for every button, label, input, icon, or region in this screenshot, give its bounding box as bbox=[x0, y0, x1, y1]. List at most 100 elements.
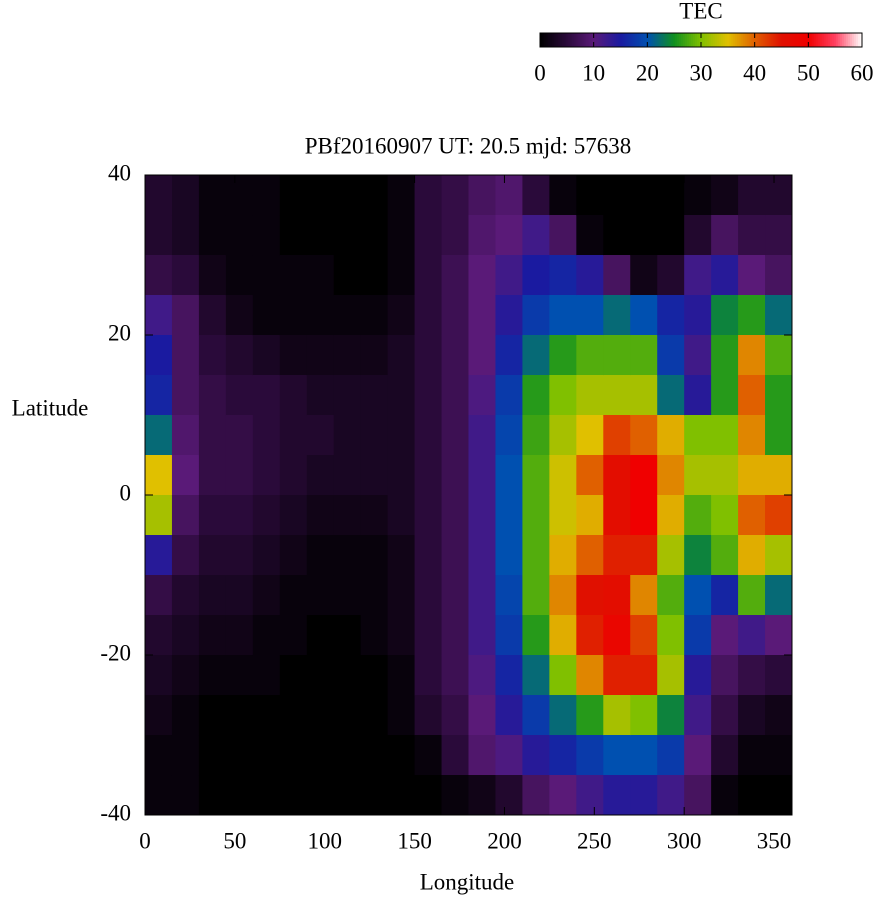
heat-cell bbox=[225, 255, 254, 296]
heat-cell bbox=[333, 655, 362, 696]
heat-cell bbox=[657, 175, 685, 216]
colorbar-segment bbox=[622, 33, 626, 47]
heat-cell bbox=[684, 215, 712, 256]
heat-cell bbox=[333, 535, 362, 576]
heat-cell bbox=[549, 495, 577, 536]
heat-cell bbox=[145, 375, 173, 416]
heat-cell bbox=[387, 335, 416, 376]
colorbar-segment bbox=[739, 33, 742, 47]
heat-cell bbox=[145, 495, 173, 536]
heat-cell bbox=[684, 735, 712, 776]
heat-cell bbox=[145, 335, 173, 376]
y-tick-label: 20 bbox=[108, 320, 131, 345]
heat-cell bbox=[657, 615, 685, 656]
heat-cell bbox=[414, 295, 443, 336]
heat-cell bbox=[495, 215, 523, 256]
heat-cell bbox=[171, 175, 200, 216]
colorbar-segment bbox=[628, 33, 632, 47]
colorbar-segment bbox=[797, 33, 801, 47]
heat-cell bbox=[333, 775, 362, 816]
colorbar-segment bbox=[564, 33, 567, 47]
heat-cell bbox=[441, 575, 469, 616]
heat-cell bbox=[441, 695, 469, 736]
heat-cell bbox=[414, 655, 443, 696]
heat-cell bbox=[495, 695, 523, 736]
heat-cell bbox=[414, 455, 443, 496]
colorbar-segment bbox=[640, 33, 644, 47]
heat-cell bbox=[738, 335, 766, 376]
heat-cell bbox=[630, 535, 658, 576]
heat-cell bbox=[711, 775, 739, 816]
heat-cell bbox=[252, 535, 281, 576]
heat-cell bbox=[522, 695, 550, 736]
colorbar-segment bbox=[570, 33, 573, 47]
heat-cell bbox=[198, 175, 227, 216]
heat-cell bbox=[765, 735, 793, 776]
heat-cell bbox=[657, 295, 685, 336]
heat-cell bbox=[576, 295, 604, 336]
heat-cell bbox=[387, 575, 416, 616]
heat-cell bbox=[414, 255, 443, 296]
heat-cell bbox=[360, 175, 389, 216]
heat-cell bbox=[603, 255, 631, 296]
heat-cell bbox=[333, 495, 362, 536]
heat-cell bbox=[630, 735, 658, 776]
colorbar-segment bbox=[763, 33, 766, 47]
colorbar-tick-label: 0 bbox=[534, 60, 546, 85]
colorbar-segment bbox=[594, 33, 597, 47]
colorbar-segment bbox=[819, 33, 823, 47]
colorbar-label: TEC bbox=[679, 0, 722, 23]
colorbar-segment bbox=[574, 33, 577, 47]
heat-cell bbox=[225, 655, 254, 696]
heat-cell bbox=[630, 575, 658, 616]
heat-cell bbox=[387, 175, 416, 216]
heat-cell bbox=[711, 575, 739, 616]
heat-cell bbox=[684, 615, 712, 656]
heat-cell bbox=[252, 175, 281, 216]
heat-cell bbox=[549, 535, 577, 576]
heat-cell bbox=[225, 735, 254, 776]
colorbar-segment bbox=[759, 33, 762, 47]
heat-cell bbox=[252, 615, 281, 656]
heat-cell bbox=[684, 655, 712, 696]
heat-cell bbox=[603, 735, 631, 776]
heat-cell bbox=[225, 695, 254, 736]
heat-cell bbox=[630, 375, 658, 416]
heat-cell bbox=[441, 415, 469, 456]
heat-cell bbox=[279, 175, 308, 216]
heat-cell bbox=[441, 455, 469, 496]
heat-cell bbox=[145, 215, 173, 256]
heat-cell bbox=[279, 255, 308, 296]
heat-cell bbox=[387, 695, 416, 736]
y-axis-label: Latitude bbox=[12, 395, 89, 420]
colorbar-segment bbox=[751, 33, 754, 47]
heat-cell bbox=[549, 455, 577, 496]
heat-cell bbox=[145, 655, 173, 696]
heat-cell bbox=[738, 535, 766, 576]
colorbar-segment bbox=[604, 33, 607, 47]
heat-cell bbox=[198, 735, 227, 776]
heat-cell bbox=[738, 695, 766, 736]
heat-cell bbox=[765, 575, 793, 616]
colorbar-segment bbox=[845, 33, 849, 47]
heat-cell bbox=[738, 215, 766, 256]
heat-cell bbox=[252, 255, 281, 296]
heat-cell bbox=[360, 695, 389, 736]
heat-cell bbox=[603, 575, 631, 616]
heat-cell bbox=[765, 375, 793, 416]
heat-cell bbox=[441, 175, 469, 216]
heat-cell bbox=[414, 215, 443, 256]
heat-cell bbox=[765, 335, 793, 376]
heat-cell bbox=[522, 255, 550, 296]
heat-cell bbox=[576, 455, 604, 496]
heat-cell bbox=[738, 775, 766, 816]
colorbar-segment bbox=[709, 33, 712, 47]
heat-cell bbox=[603, 295, 631, 336]
heat-cell bbox=[495, 615, 523, 656]
colorbar-segment bbox=[620, 33, 624, 47]
heat-cell bbox=[549, 255, 577, 296]
heat-cell bbox=[145, 455, 173, 496]
colorbar-segment bbox=[542, 33, 545, 47]
colorbar-segment bbox=[717, 33, 720, 47]
colorbar-segment bbox=[566, 33, 569, 47]
